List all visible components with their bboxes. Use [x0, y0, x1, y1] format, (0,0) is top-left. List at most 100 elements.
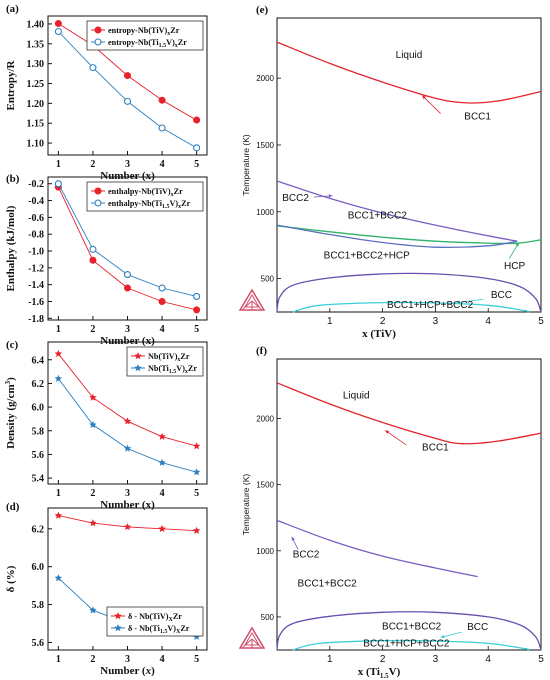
x-tick-label: 4 [160, 159, 165, 170]
x-tick-label: 2 [90, 654, 95, 665]
x-axis-title: x (TiV) [362, 328, 396, 340]
data-point [54, 511, 63, 519]
phase-region-label: BCC1+BCC2 [348, 210, 408, 221]
text-span: δ (%) [5, 565, 17, 592]
legend-box [86, 20, 204, 51]
phase-region-label: BCC [491, 290, 512, 301]
y-axis-title: Entropy/R [5, 59, 17, 110]
legend-label: entropy-Nb(TiV)xZr [108, 26, 180, 37]
x-tick-label: 1 [56, 488, 61, 499]
y-tick-label: -0.8 [28, 230, 44, 241]
data-point [158, 124, 166, 132]
text-span: δ - Nb(TiV) [128, 612, 169, 621]
text-span: x [145, 665, 152, 677]
phase-region-label: Liquid [343, 391, 370, 402]
x-tick-label: 1 [327, 316, 333, 327]
phase-boundary [276, 519, 478, 578]
text-span: δ - Nb(Ti [128, 624, 161, 633]
phase-boundary [292, 639, 530, 651]
data-point [193, 306, 201, 314]
text-span: Zr [178, 38, 187, 47]
phase-region-label: Liquid [396, 50, 423, 61]
panel-label: (d) [6, 501, 20, 513]
y-tick-label: 1.25 [27, 79, 45, 90]
data-point [158, 458, 166, 466]
text-span: V) [167, 624, 176, 633]
x-tick-label: 2 [380, 654, 386, 665]
y-tick-label: 500 [261, 275, 275, 284]
text-span: Number ( [100, 665, 146, 677]
legend-marker [94, 187, 102, 195]
data-point [158, 524, 166, 533]
annotation-arrow [456, 298, 483, 304]
x-tick-label: 4 [485, 316, 491, 327]
y-tick-label: 1.35 [27, 39, 45, 50]
phase-boundary [276, 611, 542, 651]
text-span: Number (x) [100, 335, 155, 347]
y-tick-label: 2000 [256, 415, 274, 424]
text-span: Entropy/R [5, 59, 17, 110]
x-tick-label: 1 [56, 324, 61, 335]
x-tick-label: 3 [125, 159, 130, 170]
panel-label: (f) [256, 345, 267, 357]
legend-label: entropy-Nb(Ti1.5V)xZr [108, 38, 187, 49]
text-span: entropy-Nb(TiV) [108, 26, 168, 35]
x-tick-label: 3 [125, 654, 130, 665]
x-tick-label: 3 [125, 324, 130, 335]
text-span: Enthalpy (kJ/mol) [5, 205, 17, 291]
text-span: Number (x) [100, 499, 155, 511]
x-tick-label: 1 [56, 654, 61, 665]
y-tick-label: 6.0 [32, 562, 45, 573]
x-tick-label: 3 [433, 654, 439, 665]
data-point [89, 420, 97, 429]
logo-line [242, 638, 253, 648]
chart-panel-5: (f) 500 1000 1500 2000 1 2 3 4 5 x (Ti1.5V) Tempera… [238, 345, 544, 680]
y-tick-label: 5.6 [32, 638, 45, 649]
data-point [54, 349, 63, 358]
phase-boundary [276, 225, 542, 245]
legend: enthalpy-Nb(TiV)xZrenthalpy-Nb(Ti1.5V)xZ… [86, 181, 204, 212]
data-point [89, 519, 97, 527]
y-tick-label: 1.40 [27, 19, 45, 30]
data-point [192, 442, 201, 450]
legend-label: Nb(Ti1.5V)xZr [148, 364, 197, 375]
data-point [89, 256, 97, 264]
phase-region-label: BCC1+HCP+BCC2 [363, 639, 450, 650]
phase-boundary [276, 224, 518, 248]
y-tick-label: 1000 [256, 208, 274, 217]
data-point [89, 393, 97, 401]
text-span: 1.5 [169, 369, 177, 375]
data-point [193, 144, 201, 152]
panel-label: (c) [6, 339, 19, 351]
text-span: Density (g/cm [5, 384, 17, 448]
data-point [123, 271, 132, 279]
phase-boundary [292, 301, 530, 313]
chart-panel-0: (a) 1.10 1.15 1.20 1.25 1.30 1.35 1.40 1 2 3 4 5 Numb… [5, 3, 208, 182]
logo-line [242, 300, 253, 310]
data-point [54, 574, 63, 582]
y-tick-label: 6.4 [32, 355, 45, 366]
legend-label: δ - Nb(TiV)XZr [128, 612, 182, 623]
chart-panel-4: (e) 500 1000 1500 2000 1 2 3 4 5 x (TiV) Temperatur… [238, 4, 544, 340]
x-tick-label: 5 [538, 316, 544, 327]
legend-marker [94, 38, 102, 46]
text-span: 3 [4, 380, 12, 384]
legend-label: enthalpy-Nb(TiV)xZr [108, 187, 183, 198]
text-span: Nb(Ti [148, 364, 170, 373]
phase-region-label: BCC1+BCC2 [382, 621, 442, 632]
logo-line [251, 638, 262, 648]
text-span: ) [5, 377, 17, 381]
x-tick-label: 5 [194, 159, 199, 170]
software-logo [238, 626, 266, 649]
y-tick-label: 1500 [256, 141, 274, 150]
chart-panel-1: (b) -0.2 -0.4 -0.6 -0.8 -1.0 -1.2 -1.4 -1.6 -1.8 1… [5, 173, 208, 347]
text-span: 1.5 [159, 43, 167, 49]
legend-marker [114, 624, 122, 632]
text-span: ) [151, 665, 155, 677]
text-span: 1.5 [160, 629, 168, 635]
text-span: V) [166, 38, 175, 47]
series-line [58, 378, 197, 473]
data-point [54, 180, 62, 188]
text-span: Zr [181, 199, 190, 208]
